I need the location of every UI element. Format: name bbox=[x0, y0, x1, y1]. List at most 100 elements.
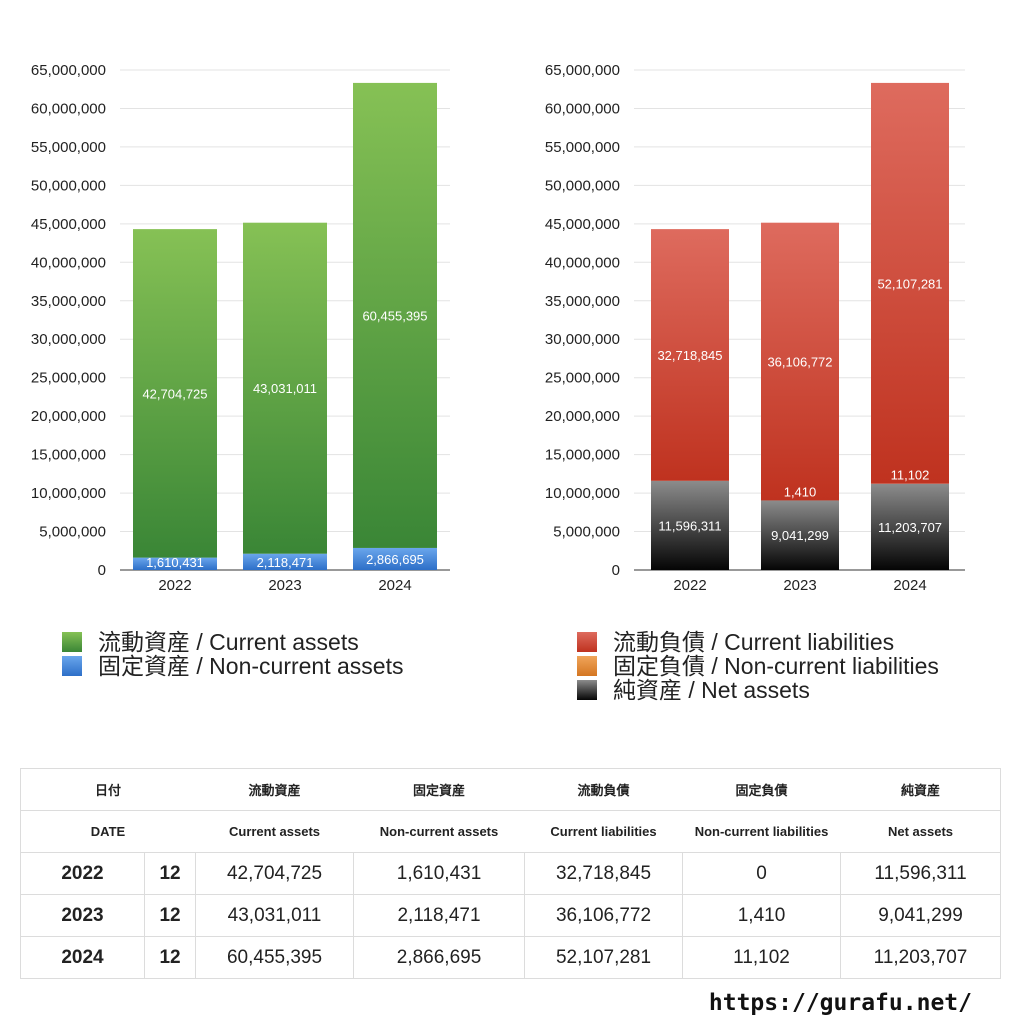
data-label-net-assets: 11,596,311 bbox=[658, 518, 721, 533]
cell-non-current-liabilities: 0 bbox=[682, 852, 842, 895]
legend-item-net-assets: 純資産 / Net assets bbox=[577, 678, 939, 702]
data-label-current-liabilities: 52,107,281 bbox=[877, 276, 942, 291]
bar-current-assets bbox=[353, 82, 437, 548]
table-row: 2022 12 42,704,725 1,610,431 32,718,845 … bbox=[20, 852, 1002, 895]
y-tick-label: 50,000,000 bbox=[545, 177, 620, 194]
cell-non-current-assets: 2,866,695 bbox=[353, 936, 526, 979]
legend-swatch-net-assets bbox=[577, 680, 597, 700]
legend-swatch-current-liabilities bbox=[577, 632, 597, 652]
header-date-en: DATE bbox=[19, 810, 196, 853]
x-tick-label: 2023 bbox=[268, 577, 301, 594]
legend-swatch-current-assets bbox=[62, 632, 82, 652]
header-date-jp: 日付 bbox=[19, 768, 196, 811]
legend-label-non-current-liabilities: 固定負債 / Non-current liabilities bbox=[613, 653, 939, 679]
header-current-liabilities-jp: 流動負債 bbox=[524, 768, 683, 811]
x-tick-label: 2024 bbox=[893, 577, 926, 594]
x-tick-label: 2022 bbox=[673, 577, 706, 594]
charts-area: 0 5,000,000 10,000,000 15,000,000 20,000,000… bbox=[31, 62, 965, 594]
bar-current-assets bbox=[133, 229, 217, 558]
row-year: 2022 bbox=[20, 852, 145, 895]
row-month: 12 bbox=[143, 852, 197, 895]
y-tick-label: 45,000,000 bbox=[545, 216, 620, 233]
cell-non-current-liabilities: 11,102 bbox=[682, 936, 842, 979]
assets-chart: 0 5,000,000 10,000,000 15,000,000 20,000,000… bbox=[31, 62, 450, 594]
bar-non-current-assets bbox=[353, 547, 437, 570]
table-header-jp: 日付 流動資産 固定資産 流動負債 固定負債 純資産 bbox=[19, 768, 1002, 811]
row-year: 2023 bbox=[20, 894, 145, 937]
legend-label-current-liabilities: 流動負債 / Current liabilities bbox=[613, 629, 895, 655]
row-month: 12 bbox=[143, 936, 197, 979]
cell-current-assets: 60,455,395 bbox=[195, 936, 355, 979]
cell-current-liabilities: 36,106,772 bbox=[524, 894, 684, 937]
bar-current-assets bbox=[243, 222, 327, 554]
site-url[interactable]: https://gurafu.net/ bbox=[708, 990, 972, 1016]
x-tick-label: 2022 bbox=[158, 577, 191, 594]
y-tick-label: 10,000,000 bbox=[31, 485, 106, 502]
table-header-en: DATE Current assets Non-current assets C… bbox=[19, 810, 1002, 853]
header-non-current-assets-en: Non-current assets bbox=[353, 810, 525, 853]
y-tick-label: 50,000,000 bbox=[31, 177, 106, 194]
y-tick-label: 0 bbox=[98, 562, 106, 579]
bar-net-assets bbox=[871, 483, 949, 570]
data-label-non-current-liabilities: 1,410 bbox=[784, 484, 817, 499]
bar-current-liabilities bbox=[761, 222, 839, 501]
legend-item-current-assets: 流動資産 / Current assets bbox=[62, 630, 403, 654]
bar-non-current-assets bbox=[133, 557, 217, 570]
liabilities-chart: 0 5,000,000 10,000,000 15,000,000 20,000,000… bbox=[545, 62, 965, 594]
y-tick-label: 20,000,000 bbox=[31, 408, 106, 425]
y-tick-label: 65,000,000 bbox=[545, 62, 620, 79]
cell-non-current-liabilities: 1,410 bbox=[682, 894, 842, 937]
header-non-current-liabilities-jp: 固定負債 bbox=[682, 768, 841, 811]
y-tick-label: 5,000,000 bbox=[39, 524, 106, 541]
y-tick-label: 55,000,000 bbox=[545, 139, 620, 156]
legend-label-current-assets: 流動資産 / Current assets bbox=[98, 629, 359, 655]
data-label-non-current-assets: 2,866,695 bbox=[366, 552, 424, 567]
data-table: 日付 流動資産 固定資産 流動負債 固定負債 純資産 DATE Current … bbox=[19, 768, 1002, 979]
data-label-current-assets: 43,031,011 bbox=[253, 381, 317, 396]
y-tick-label: 15,000,000 bbox=[31, 447, 106, 464]
x-tick-label: 2023 bbox=[783, 577, 816, 594]
header-non-current-liabilities-en: Non-current liabilities bbox=[682, 810, 841, 853]
liabilities-legend: 流動負債 / Current liabilities 固定負債 / Non-cu… bbox=[577, 630, 939, 702]
y-tick-label: 40,000,000 bbox=[31, 254, 106, 271]
legend-label-non-current-assets: 固定資産 / Non-current assets bbox=[98, 653, 404, 679]
legend-swatch-non-current-assets bbox=[62, 656, 82, 676]
y-tick-label: 35,000,000 bbox=[31, 293, 106, 310]
y-tick-label: 30,000,000 bbox=[545, 331, 620, 348]
y-tick-label: 55,000,000 bbox=[31, 139, 106, 156]
cell-net-assets: 9,041,299 bbox=[840, 894, 1002, 937]
data-label-current-assets: 42,704,725 bbox=[142, 386, 207, 401]
y-tick-label: 35,000,000 bbox=[545, 293, 620, 310]
cell-current-liabilities: 52,107,281 bbox=[524, 936, 684, 979]
bar-current-liabilities bbox=[651, 229, 729, 481]
row-year: 2024 bbox=[20, 936, 145, 979]
data-label-net-assets: 11,203,707 bbox=[878, 520, 942, 535]
y-tick-label: 40,000,000 bbox=[545, 254, 620, 271]
assets-legend: 流動資産 / Current assets 固定資産 / Non-current… bbox=[62, 630, 403, 678]
data-label-non-current-liabilities: 11,102 bbox=[891, 468, 930, 483]
x-tick-label: 2024 bbox=[378, 577, 411, 594]
header-current-liabilities-en: Current liabilities bbox=[524, 810, 683, 853]
y-tick-label: 15,000,000 bbox=[545, 447, 620, 464]
y-tick-label: 45,000,000 bbox=[31, 216, 106, 233]
row-month: 12 bbox=[143, 894, 197, 937]
cell-current-assets: 43,031,011 bbox=[195, 894, 355, 937]
data-label-non-current-assets: 2,118,471 bbox=[257, 555, 314, 570]
data-label-non-current-assets: 1,610,431 bbox=[146, 555, 204, 570]
header-net-assets-jp: 純資産 bbox=[840, 768, 1002, 811]
data-label-current-liabilities: 32,718,845 bbox=[657, 348, 722, 363]
cell-current-assets: 42,704,725 bbox=[195, 852, 355, 895]
header-current-assets-en: Current assets bbox=[195, 810, 354, 853]
header-current-assets-jp: 流動資産 bbox=[195, 768, 354, 811]
legend-label-net-assets: 純資産 / Net assets bbox=[613, 677, 810, 703]
legend-swatch-non-current-liabilities bbox=[577, 656, 597, 676]
cell-non-current-assets: 1,610,431 bbox=[353, 852, 526, 895]
y-tick-label: 30,000,000 bbox=[31, 331, 106, 348]
header-non-current-assets-jp: 固定資産 bbox=[353, 768, 525, 811]
bar-non-current-assets bbox=[243, 553, 327, 570]
legend-item-current-liabilities: 流動負債 / Current liabilities bbox=[577, 630, 939, 654]
y-tick-label: 5,000,000 bbox=[553, 524, 620, 541]
y-tick-label: 0 bbox=[612, 562, 620, 579]
data-label-net-assets: 9,041,299 bbox=[771, 528, 829, 543]
bar-current-liabilities bbox=[871, 82, 949, 484]
